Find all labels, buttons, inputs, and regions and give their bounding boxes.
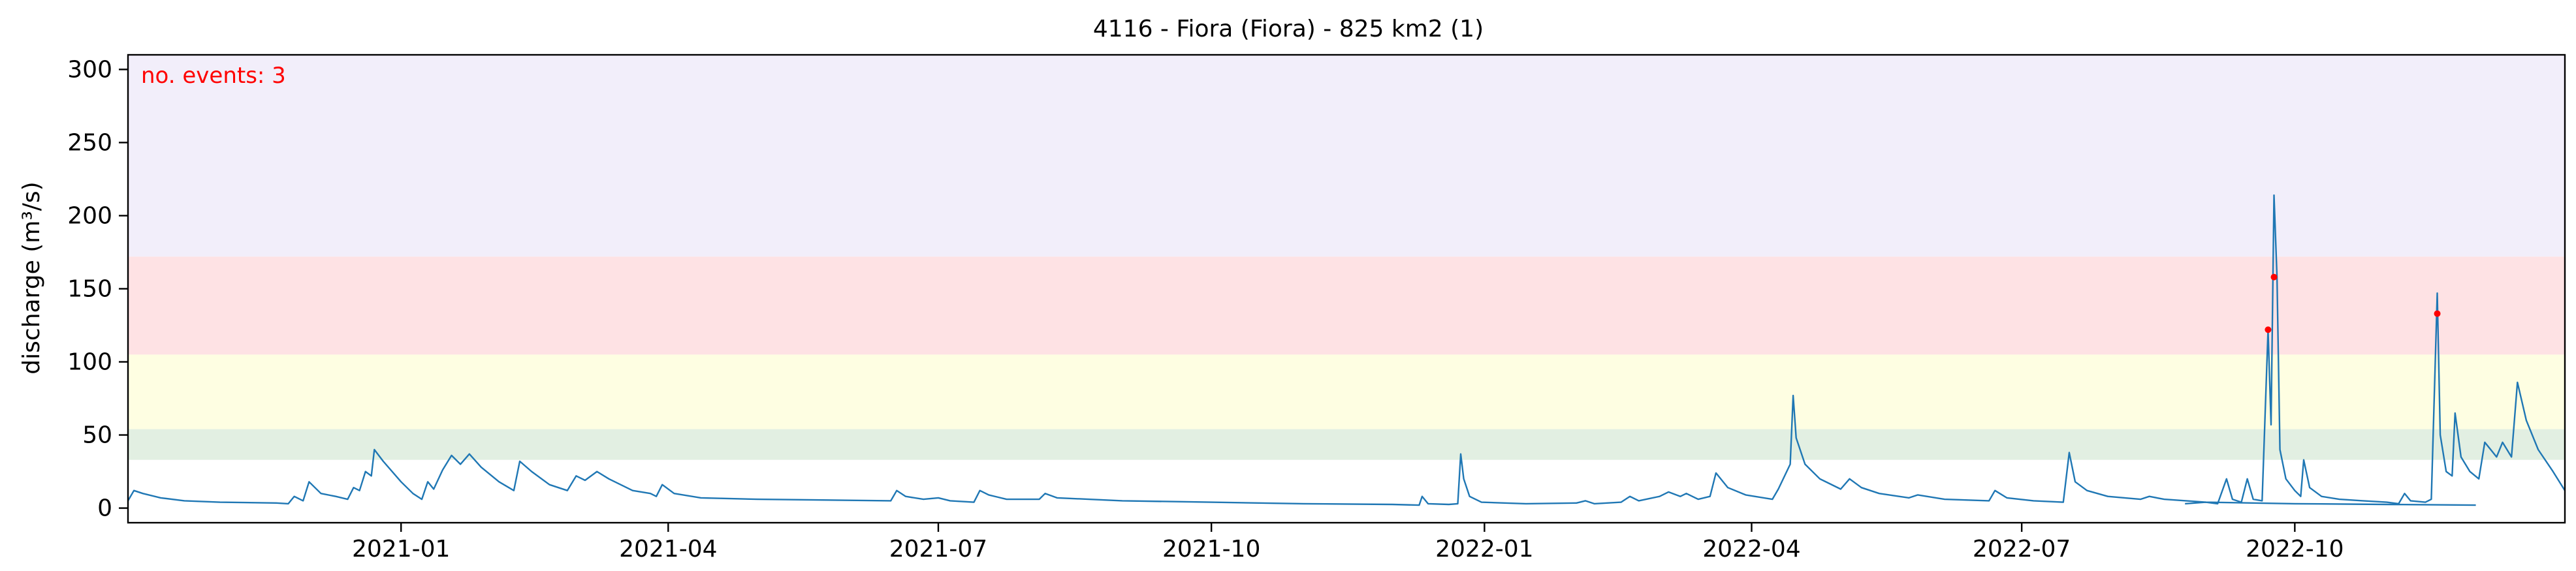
threshold-band-2 <box>128 256 2565 355</box>
discharge-series-1 <box>2185 194 2566 505</box>
x-tick-label-2021-07: 2021-07 <box>889 536 987 563</box>
event-markers <box>2265 273 2441 333</box>
event-marker-1 <box>2270 273 2278 281</box>
y-axis: 0 50 100 150 200 250 300 <box>67 56 128 522</box>
y-tick-label-50: 50 <box>82 422 112 449</box>
x-axis: 2021-01 2021-04 2021-07 2021-10 2022-01 2022-… <box>352 523 2344 563</box>
x-tick-label-2021-04: 2021-04 <box>619 536 717 563</box>
threshold-band-3 <box>128 55 2565 257</box>
y-tick-label-100: 100 <box>67 349 112 376</box>
event-count-annotation: no. events: 3 <box>141 63 286 89</box>
y-tick-label-150: 150 <box>67 276 112 303</box>
threshold-band-0 <box>128 429 2565 460</box>
x-tick-label-2022-01: 2022-01 <box>1435 536 1533 563</box>
x-tick-label-2022-07: 2022-07 <box>1973 536 2071 563</box>
x-tick-label-2022-04: 2022-04 <box>1702 536 1800 563</box>
x-tick-label-2021-10: 2021-10 <box>1162 536 1260 563</box>
y-axis-label: discharge (m³/s) <box>18 181 45 374</box>
discharge-series-0 <box>127 394 2476 506</box>
y-tick-label-300: 300 <box>67 56 112 83</box>
event-marker-2 <box>2434 310 2441 317</box>
threshold-band-1 <box>128 354 2565 429</box>
y-tick-label-250: 250 <box>67 129 112 156</box>
y-tick-label-200: 200 <box>67 202 112 229</box>
x-tick-label-2021-01: 2021-01 <box>352 536 450 563</box>
x-tick-label-2022-10: 2022-10 <box>2246 536 2344 563</box>
series-group <box>127 194 2566 506</box>
y-tick-label-0: 0 <box>97 495 112 522</box>
event-marker-0 <box>2265 326 2272 333</box>
chart-title: 4116 - Fiora (Fiora) - 825 km2 (1) <box>1093 16 1484 42</box>
threshold-bands <box>128 55 2565 460</box>
